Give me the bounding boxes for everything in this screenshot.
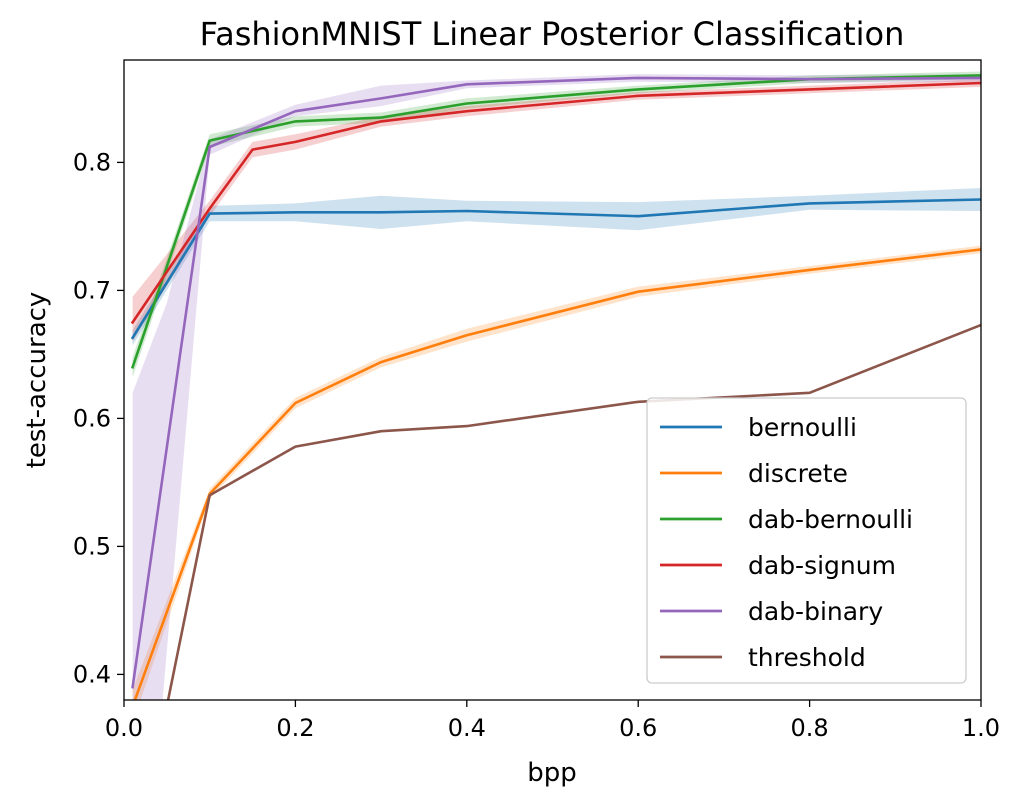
- x-tick-label: 0.0: [105, 714, 143, 742]
- x-axis-label: bpp: [527, 758, 577, 788]
- legend-label-discrete: discrete: [748, 459, 848, 488]
- legend: bernoulli discrete dab-bernoulli dab-signum…: [646, 397, 967, 684]
- dab-signum-line: [130, 81, 981, 325]
- dab-bernoulli-line: [130, 74, 981, 369]
- dab-binary-band: [132, 74, 981, 700]
- dab-binary-line: [131, 76, 981, 689]
- x-tick-label: 0.8: [791, 714, 829, 742]
- x-tick-label: 0.4: [448, 714, 486, 742]
- plot-frame: [123, 59, 982, 701]
- bernoulli-line: [130, 198, 981, 340]
- legend-label-threshold: threshold: [748, 643, 866, 672]
- legend-box: [646, 397, 967, 684]
- x-tick-label: 0.6: [619, 714, 657, 742]
- chart-title: FashionMNIST Linear Posterior Classifica…: [200, 15, 905, 53]
- y-tick-label: 0.8: [73, 148, 111, 176]
- confidence-bands: [132, 71, 981, 700]
- discrete-line: [133, 248, 981, 700]
- legend-label-dab-binary: dab-binary: [748, 597, 883, 626]
- x-tick-label: 1.0: [962, 714, 1000, 742]
- y-tick-label: 0.7: [73, 276, 111, 304]
- y-tick-label: 0.4: [73, 660, 111, 688]
- y-tick-label: 0.5: [73, 532, 111, 560]
- y-axis-label: test-accuracy: [22, 292, 52, 469]
- threshold-line: [166, 323, 981, 700]
- series-lines: [130, 74, 981, 700]
- legend-label-bernoulli: bernoulli: [748, 413, 857, 442]
- x-axis-ticks: 0.0 0.2 0.4 0.6 0.8 1.0: [105, 700, 1000, 742]
- y-tick-label: 0.6: [73, 404, 111, 432]
- x-tick-label: 0.2: [276, 714, 314, 742]
- legend-label-dab-bernoulli: dab-bernoulli: [748, 505, 913, 534]
- y-axis-ticks: 0.4 0.5 0.6 0.7 0.8: [73, 148, 124, 688]
- bernoulli-band: [132, 188, 981, 346]
- legend-label-dab-signum: dab-signum: [748, 551, 896, 580]
